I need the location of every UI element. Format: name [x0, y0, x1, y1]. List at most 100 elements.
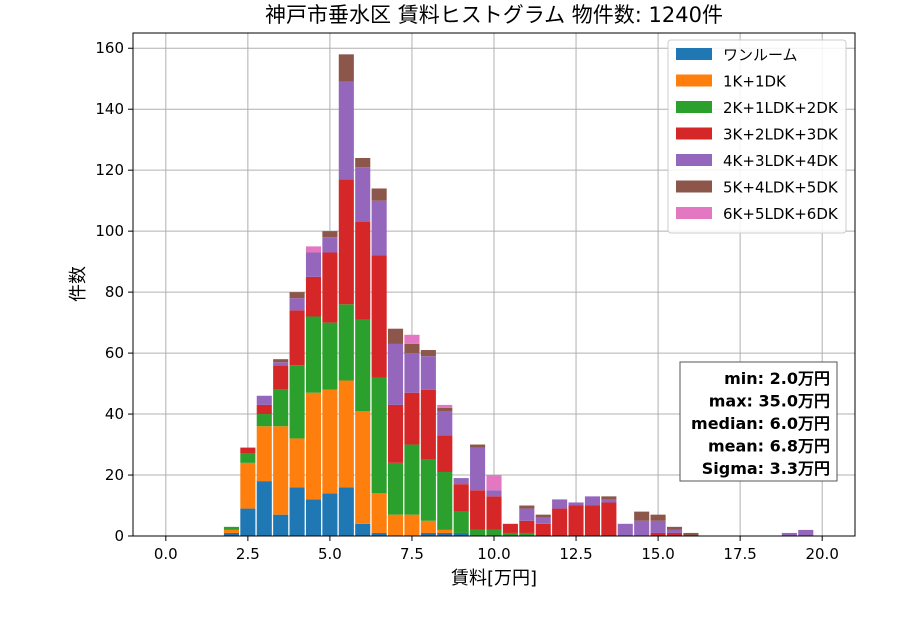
bar-segment: [305, 392, 322, 500]
bar-segment: [470, 447, 486, 491]
bar-segment: [338, 179, 354, 305]
bar-segment: [634, 511, 650, 521]
bar-segment: [355, 157, 371, 168]
bar-segment: [420, 520, 436, 533]
bar-segment: [584, 505, 601, 536]
bar-segment: [420, 459, 436, 521]
legend-label: 3K+2LDK+3DK: [723, 126, 839, 144]
bar-segment: [371, 532, 387, 536]
bar-segment: [486, 490, 502, 497]
bar-segment: [420, 350, 436, 357]
legend-swatch: [676, 154, 712, 166]
bar-segment: [650, 532, 666, 536]
y-tick-label: 80: [105, 283, 124, 301]
bar-segment: [338, 54, 354, 82]
bar-segment: [781, 532, 797, 536]
bar-segment: [502, 532, 518, 536]
bar-segment: [437, 532, 453, 536]
bar-segment: [305, 246, 322, 253]
legend-label: 6K+5LDK+6DK: [723, 205, 839, 223]
bar-segment: [568, 502, 584, 506]
bar-segment: [355, 411, 371, 524]
bar-segment: [322, 389, 338, 494]
bar-segment: [240, 462, 256, 509]
y-tick-label: 0: [114, 527, 124, 545]
bar-segment: [535, 517, 551, 524]
bar-segment: [437, 471, 453, 530]
legend-label: 4K+3LDK+4DK: [723, 152, 839, 170]
legend-label: 5K+4LDK+5DK: [723, 179, 839, 197]
bar-segment: [371, 188, 387, 201]
bar-segment: [502, 523, 518, 533]
bar-segment: [683, 532, 699, 536]
bar-segment: [404, 444, 420, 515]
bar-segment: [240, 508, 256, 536]
bar-segment: [355, 523, 371, 536]
bar-segment: [256, 481, 272, 536]
legend-swatch: [676, 74, 712, 87]
bar-segment: [289, 310, 305, 366]
bar-segment: [798, 529, 814, 536]
x-tick-label: 7.5: [400, 545, 424, 563]
bar-segment: [486, 475, 502, 491]
bar-segment: [223, 526, 240, 530]
bar-segment: [453, 511, 469, 533]
chart-title: 神戸市垂水区 賃料ヒストグラム 物件数: 1240件: [265, 3, 723, 27]
bar-segment: [584, 496, 601, 506]
bar-segment: [322, 252, 338, 323]
bar-segment: [650, 520, 666, 533]
legend: ワンルーム 1K+1DK 2K+1LDK+2DK 3K+2LDK+3DK 4K+3LDK…: [667, 39, 847, 234]
x-tick-label: 15.0: [641, 545, 674, 563]
bar-segment: [666, 532, 683, 536]
legend-swatch: [676, 127, 712, 140]
bar-segment: [437, 404, 453, 408]
x-tick-label: 12.5: [559, 545, 592, 563]
bar-segment: [404, 343, 420, 354]
bar-segment: [568, 505, 584, 536]
bar-segment: [223, 532, 240, 536]
bar-segment: [273, 362, 289, 366]
bar-segment: [387, 514, 404, 536]
y-axis-label: 件数: [68, 266, 89, 302]
x-tick-label: 17.5: [723, 545, 756, 563]
bar-segment: [437, 529, 453, 533]
bar-segment: [601, 496, 617, 500]
x-tick-label: 10.0: [477, 545, 510, 563]
bar-segment: [404, 353, 420, 393]
stats-line: mean: 6.8万円: [708, 437, 830, 456]
bar-segment: [240, 447, 256, 454]
bar-segment: [519, 532, 535, 536]
bar-segment: [420, 532, 436, 536]
bar-segment: [453, 532, 469, 536]
bar-segment: [470, 529, 486, 536]
stats-line: min: 2.0万円: [724, 369, 830, 388]
bar-segment: [486, 529, 502, 536]
bar-segment: [666, 526, 683, 530]
bar-segment: [355, 319, 371, 412]
bar-segment: [256, 414, 272, 427]
bar-segment: [371, 255, 387, 378]
bar-segment: [338, 304, 354, 381]
x-axis-label: 賃料[万円]: [451, 568, 537, 589]
bar-segment: [322, 493, 338, 536]
bar-segment: [273, 514, 289, 536]
legend-frame: [667, 39, 847, 234]
x-tick-label: 0.0: [154, 545, 178, 563]
bar-segment: [470, 490, 486, 530]
bar-segment: [404, 514, 420, 536]
stats-box: min: 2.0万円 max: 35.0万円 median: 6.0万円 mean: …: [679, 361, 838, 482]
ticks-layer: 0.0 2.5 5.0 7.5 10.0 12.5 15.0 17.5 20.0 0 20 40 60 8…: [95, 39, 839, 563]
bar-segment: [289, 298, 305, 311]
y-tick-label: 20: [105, 466, 124, 484]
bar-segment: [305, 499, 322, 536]
y-tick-label: 140: [95, 100, 124, 118]
bar-segment: [322, 237, 338, 253]
bar-segment: [256, 404, 272, 415]
bar-segment: [437, 407, 453, 412]
bar-segment: [437, 411, 453, 436]
bar-segment: [666, 529, 683, 533]
bar-segment: [338, 380, 354, 488]
legend-label: 1K+1DK: [723, 73, 787, 91]
bar-segment: [273, 365, 289, 390]
bar-segment: [519, 505, 535, 509]
